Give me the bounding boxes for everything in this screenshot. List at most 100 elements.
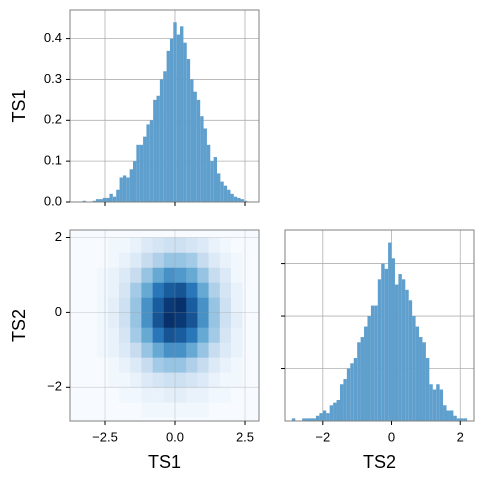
heat-cell (119, 267, 131, 283)
heat-cell (107, 402, 120, 418)
heat-cell (130, 387, 142, 403)
bar (186, 59, 191, 203)
heat-cell (141, 312, 153, 328)
heat-cell (163, 267, 176, 283)
heat-cell (130, 252, 142, 268)
x-axis-label: TS1 (148, 452, 181, 472)
heat-cell (130, 402, 142, 418)
heat-cell (231, 252, 243, 268)
x-tick-label: −2.5 (92, 429, 118, 444)
heat-cell (163, 372, 176, 388)
heat-cell (130, 297, 142, 313)
heat-cell (231, 342, 243, 358)
bar (233, 196, 238, 202)
heat-cell (208, 372, 221, 388)
bar (405, 289, 409, 421)
bar (156, 95, 160, 202)
heat-cell (152, 297, 165, 313)
heat-cell (197, 327, 209, 343)
heat-cell (85, 237, 97, 253)
heat-cell (219, 282, 232, 298)
heat-cell (219, 312, 232, 328)
plot-frame (69, 229, 260, 422)
heat-cell (152, 402, 165, 418)
bar (322, 410, 327, 421)
heat-cell (175, 252, 187, 268)
bar (193, 91, 197, 202)
heat-cell (175, 342, 187, 358)
heat-cell (96, 387, 109, 403)
y-tick-label: 0 (55, 304, 62, 319)
heat-cell (208, 357, 221, 373)
heat-cell (107, 372, 120, 388)
bar (394, 284, 399, 421)
heat-cell (186, 387, 198, 403)
heat-cell (208, 282, 221, 298)
heat-cell (96, 297, 109, 313)
heat-cell (163, 357, 176, 373)
bar (243, 200, 248, 202)
bar (463, 418, 468, 421)
bar (173, 22, 177, 202)
bar (439, 389, 444, 421)
heat-cell (141, 252, 153, 268)
heat-cell (152, 387, 165, 403)
heat-cell (107, 387, 120, 403)
bar (364, 326, 368, 421)
heat-cell (219, 252, 232, 268)
heat-cell (152, 342, 165, 358)
bar (357, 342, 361, 421)
bar (432, 389, 437, 421)
bar (240, 199, 244, 202)
bar (129, 169, 133, 202)
bar (446, 410, 450, 421)
heat-cell (96, 252, 109, 268)
heat-cell (186, 357, 198, 373)
heat-cell (85, 357, 97, 373)
bar (146, 124, 150, 202)
bar (136, 144, 140, 202)
heat-cell (163, 327, 176, 343)
heat-cell (197, 237, 209, 253)
bar (106, 197, 110, 202)
heat-cell (231, 372, 243, 388)
bar (384, 268, 389, 421)
heat-cell (175, 297, 187, 313)
heat-cell (152, 372, 165, 388)
heat-cell (107, 327, 120, 343)
heat-cell (231, 402, 243, 418)
heat-cell (130, 237, 142, 253)
heat-cell (96, 372, 109, 388)
bar (425, 358, 430, 421)
heat-cell (107, 282, 120, 298)
heat-cell (163, 297, 176, 313)
bar (329, 405, 334, 421)
bar (119, 177, 123, 202)
bar (99, 199, 103, 202)
heat-cell (85, 252, 97, 268)
y-tick-label: 0.2 (44, 112, 62, 127)
heat-cell (186, 267, 198, 283)
bar (312, 418, 316, 421)
heat-cell (197, 252, 209, 268)
heat-cell (163, 282, 176, 298)
heat-cell (141, 342, 153, 358)
heat-cell (85, 327, 97, 343)
bar (169, 38, 174, 202)
heat-cell (219, 237, 232, 253)
heat-cell (219, 342, 232, 358)
plot-frame (69, 9, 260, 203)
bar (319, 413, 323, 421)
bar (305, 418, 310, 421)
heat-cell (119, 327, 131, 343)
heat-cell (141, 372, 153, 388)
bar (429, 384, 433, 421)
bar (343, 379, 347, 421)
bar (374, 305, 378, 421)
heat-cell (163, 252, 176, 268)
heat-cell (119, 342, 131, 358)
heat-cell (107, 267, 120, 283)
heat-cell (85, 297, 97, 313)
heat-cell (231, 387, 243, 403)
bar (183, 42, 187, 203)
